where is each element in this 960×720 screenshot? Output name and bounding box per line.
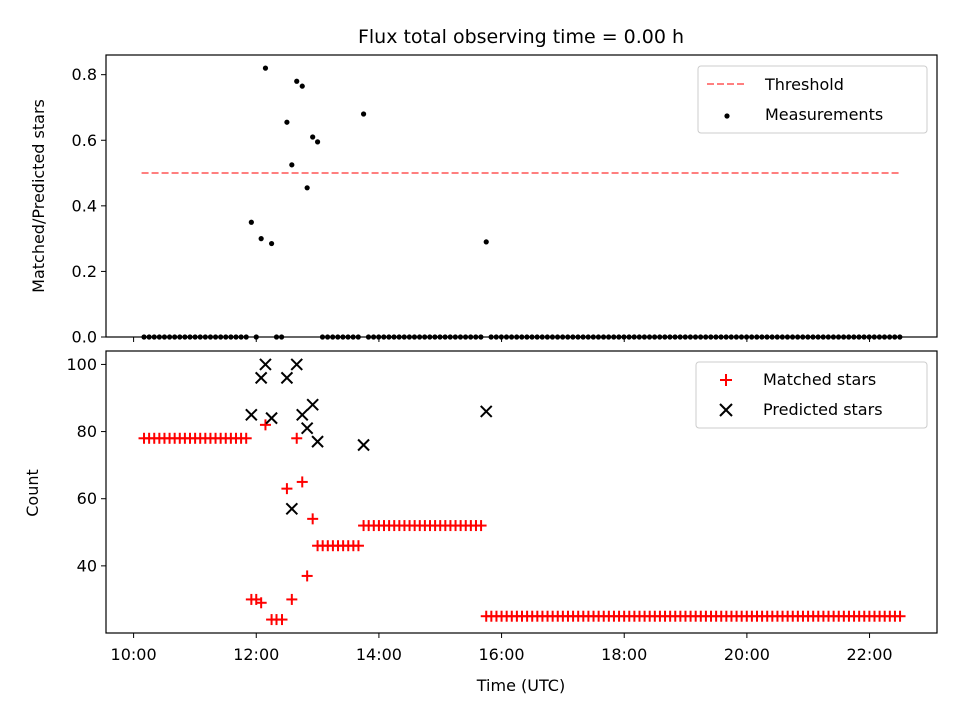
matched-star-point [301,570,313,582]
x-tick-label: 10:00 [111,645,157,664]
matched-star-point [255,597,267,609]
bottom-x-ticks: 10:00 12:00 14:00 16:00 18:00 20:00 22:00 [111,633,893,664]
bottom-legend: Matched stars Predicted stars [695,361,928,429]
bottom-y-tick-label: 80 [77,422,97,441]
x-tick-label: 16:00 [479,645,525,664]
x-axis-label: Time (UTC) [476,676,565,695]
legend-matched-label: Matched stars [763,370,876,389]
predicted-star-x-b [265,411,278,425]
bottom-y-axis-label: Count [23,469,42,517]
bottom-y-tick-label: 100 [66,355,97,374]
predicted-star-point [259,358,272,371]
x-tick-label: 12:00 [233,645,279,664]
bottom-plot-area [138,358,906,626]
predicted-star-point [245,408,258,421]
predicted-star-point [480,405,493,418]
bottom-y-tick-label: 40 [77,556,97,575]
matched-star-point [286,593,298,605]
bottom-axes-frame [105,350,938,634]
top-y-tick-label: 0.8 [72,65,97,84]
predicted-star-point [357,438,370,452]
predicted-star-x-b [259,358,272,371]
measurement-point [314,139,321,145]
matched-star-point [291,432,303,444]
matched-star-point [240,432,252,444]
predicted-star-point [285,502,299,515]
x-tick-label: 20:00 [724,645,770,664]
top-y-tick-label: 0.2 [72,262,97,281]
predicted-star-point [290,358,303,371]
predicted-star-point [280,371,294,385]
top-y-tick-label: 0.6 [72,131,97,150]
measurement-point [299,83,305,89]
measurement-point [284,119,290,125]
chart-title: Flux total observing time = 0.00 h [358,26,684,48]
top-legend-box [697,65,928,134]
top-x-ticks [133,337,871,342]
top-y-tick-label: 0.4 [72,196,97,215]
legend-measurements-label: Measurements [765,105,883,124]
measurement-point [294,78,300,84]
predicted-star-x-b [285,502,299,515]
predicted-star-x-b [245,408,258,421]
measurement-point [289,162,295,168]
measurement-point [483,239,489,245]
x-tick-label: 18:00 [601,645,647,664]
x-tick-label: 22:00 [846,645,892,664]
top-axes: 0.00.20.40.60.8 Matched/Predicted stars … [29,54,938,347]
predicted-star-x-b [306,398,319,411]
predicted-star-x-b [357,438,370,452]
predicted-star-point [311,435,324,448]
predicted-star-x-b [300,422,314,435]
measurement-point [248,219,254,225]
matched-star-point [352,540,364,552]
bottom-y-tick-label: 60 [77,489,97,508]
top-y-axis-label: Matched/Predicted stars [29,99,48,293]
bottom-legend-box [695,361,928,429]
matched-star-point [276,614,288,626]
predicted-star-x-b [280,371,294,385]
predicted-star-point [265,411,278,425]
matched-star-point [475,520,487,532]
x-tick-label: 14:00 [356,645,402,664]
bottom-y-ticks: 40 60 80 100 [66,355,106,575]
top-y-ticks: 0.0 0.2 0.4 0.6 0.8 [72,65,106,347]
measurement-point [304,185,310,191]
measurement-point [310,134,316,140]
legend-measurements-swatch [724,113,730,119]
top-y-tick-label: 0.0 [72,328,97,347]
measurement-point [360,111,367,117]
predicted-star-point [254,371,268,385]
predicted-star-x-b [480,405,493,418]
predicted-star-x-b [254,371,268,385]
top-legend: Threshold Measurements [697,65,928,134]
measurement-point [262,65,269,71]
matched-star-point [894,610,906,622]
matched-star-point [281,483,293,495]
matched-star-point [307,513,319,525]
predicted-star-x-b [311,435,324,448]
legend-matched-swatch [720,374,732,386]
top-axes-frame [105,54,938,338]
legend-predicted-label: Predicted stars [763,400,883,419]
matched-star-point [259,419,271,431]
predicted-star-point [300,422,314,435]
legend-threshold-label: Threshold [764,75,844,94]
predicted-star-x-b [290,358,303,371]
matched-star-point [296,476,308,488]
bottom-axes: 40 60 80 100 10:00 12:00 14:00 16:00 18:00 20:00… [23,350,938,695]
predicted-star-x-b [296,408,309,421]
legend-predicted-swatch [719,403,733,417]
measurement-point [268,240,275,247]
predicted-star-point [306,398,319,411]
measurement-point [258,236,264,242]
predicted-star-point [296,408,309,421]
